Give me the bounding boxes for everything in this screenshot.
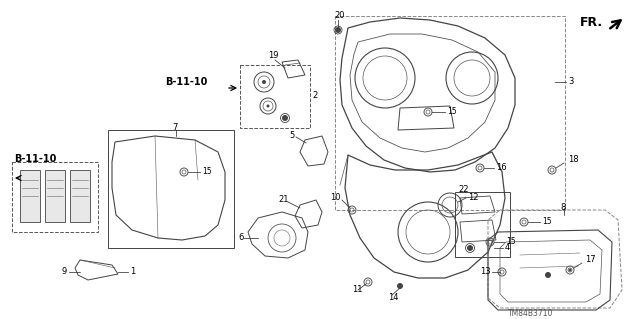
Text: 2: 2	[312, 91, 317, 100]
Circle shape	[262, 80, 266, 84]
Text: 7: 7	[172, 123, 177, 132]
Text: 20: 20	[334, 11, 344, 20]
Text: 15: 15	[202, 167, 212, 176]
Text: 1: 1	[130, 268, 135, 277]
Text: B-11-10: B-11-10	[165, 77, 207, 87]
Text: 22: 22	[458, 186, 468, 195]
Circle shape	[467, 245, 473, 251]
Bar	[45, 170, 65, 222]
Text: 6: 6	[238, 234, 243, 242]
Text: 15: 15	[542, 218, 552, 226]
Text: 14: 14	[388, 293, 399, 302]
Text: 10: 10	[330, 192, 340, 202]
Text: 18: 18	[568, 155, 579, 165]
Text: 15: 15	[506, 238, 516, 247]
Text: FR.: FR.	[580, 16, 603, 28]
Text: 19: 19	[268, 51, 278, 61]
Text: 3: 3	[568, 78, 573, 86]
Bar	[108, 130, 234, 248]
Text: 9: 9	[62, 268, 67, 277]
Bar	[70, 170, 90, 222]
Circle shape	[282, 115, 288, 121]
Text: 17: 17	[585, 256, 596, 264]
Text: 5: 5	[289, 130, 294, 139]
Text: 13: 13	[480, 268, 491, 277]
Circle shape	[545, 272, 551, 278]
Circle shape	[397, 283, 403, 289]
Text: 15: 15	[447, 108, 456, 116]
Text: 4: 4	[505, 243, 510, 253]
Text: 21: 21	[278, 196, 289, 204]
Bar	[20, 170, 40, 222]
Text: 12: 12	[468, 194, 479, 203]
Circle shape	[266, 105, 269, 108]
Text: B-11-10: B-11-10	[14, 154, 56, 164]
Text: 16: 16	[496, 164, 507, 173]
Text: TM84B3710: TM84B3710	[508, 308, 554, 317]
Bar	[455, 192, 510, 257]
Text: 11: 11	[352, 286, 362, 294]
Circle shape	[335, 27, 341, 33]
Text: 8: 8	[560, 203, 565, 211]
Circle shape	[568, 269, 572, 271]
